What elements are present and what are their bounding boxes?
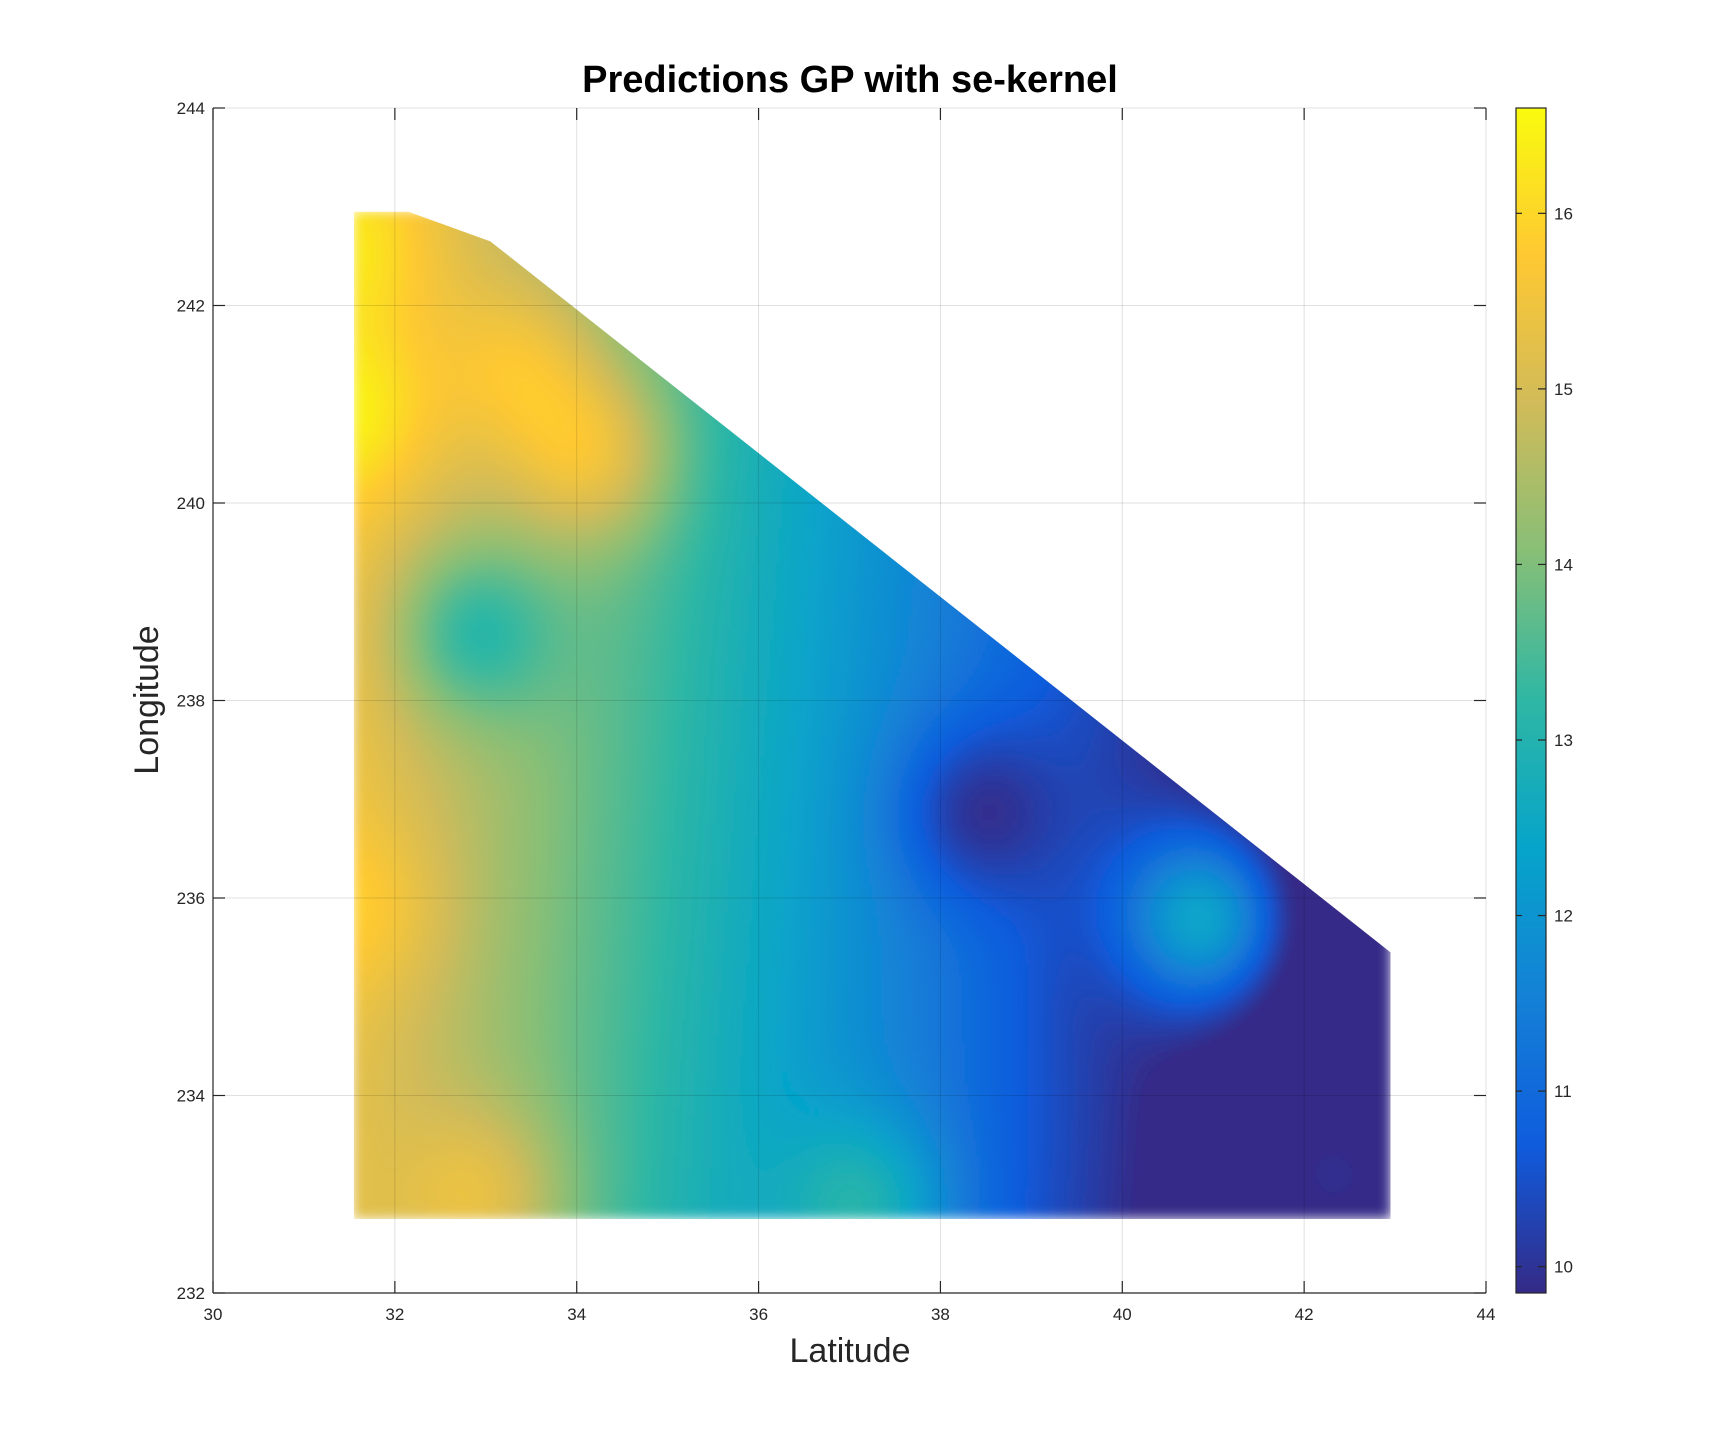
x-tick-label: 40: [1113, 1305, 1132, 1324]
grid-lines: [212, 107, 1487, 1294]
y-tick-label: 232: [177, 1284, 205, 1303]
colorbar-tick-label: 11: [1554, 1082, 1572, 1101]
colorbar: 10 11 12 13 14 15 16: [1515, 107, 1573, 1294]
y-tick-label: 236: [177, 889, 205, 908]
colorbar-tick-label: 10: [1554, 1258, 1573, 1277]
y-tick-label: 234: [177, 1087, 205, 1106]
y-tick-label: 238: [177, 692, 205, 711]
y-tick-label: 242: [177, 297, 205, 316]
heatmap-surface: [353, 211, 1391, 1219]
x-tick-label: 30: [204, 1305, 223, 1324]
colorbar-tick-label: 13: [1554, 731, 1573, 750]
colorbar-tick-label: 15: [1554, 380, 1573, 399]
x-tick-label: 36: [749, 1305, 768, 1324]
x-tick-label: 38: [931, 1305, 950, 1324]
axes: 30 32 34 36 38 40 42 44 232 234 236 238 240 242 244: [177, 99, 1496, 1324]
y-axis-label: Longitude: [128, 625, 166, 774]
x-axis-label: Latitude: [790, 1332, 911, 1370]
colorbar-gradient: [1515, 107, 1547, 1294]
x-tick-label: 34: [567, 1305, 586, 1324]
colorbar-tick-label: 14: [1554, 555, 1573, 574]
x-tick-label: 32: [385, 1305, 404, 1324]
y-tick-label: 244: [177, 99, 205, 118]
plot-area: [353, 211, 1391, 1219]
x-tick-label: 42: [1295, 1305, 1314, 1324]
y-tick-label: 240: [177, 494, 205, 513]
colorbar-tick-label: 12: [1554, 907, 1573, 926]
x-tick-label: 44: [1477, 1305, 1496, 1324]
chart-title: Predictions GP with se-kernel: [582, 59, 1118, 101]
colorbar-tick-label: 16: [1554, 204, 1573, 223]
